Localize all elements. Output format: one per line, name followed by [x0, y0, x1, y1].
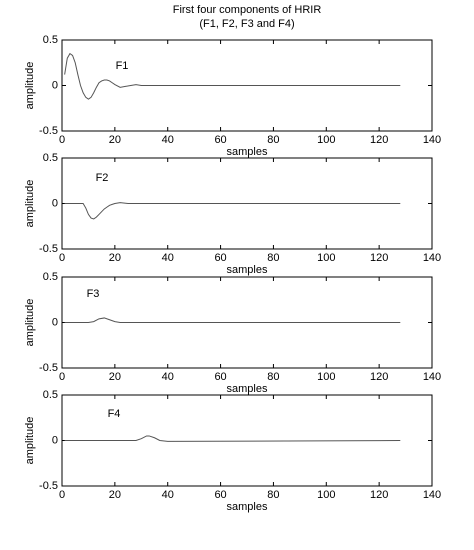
x-axis-label: samples [227, 146, 268, 158]
y-tick-label: 0 [52, 316, 58, 328]
x-tick-label: 80 [267, 371, 279, 383]
data-line [64, 202, 401, 220]
x-tick-label: 100 [317, 134, 335, 146]
x-tick-label: 140 [423, 371, 441, 383]
x-tick-label: 60 [214, 252, 226, 264]
y-tick-label: -0.5 [39, 125, 58, 137]
x-tick-label: 40 [162, 252, 174, 264]
annotation: F1 [116, 60, 129, 72]
x-tick-label: 40 [162, 371, 174, 383]
y-tick-label: 0 [52, 197, 58, 209]
x-tick-label: 20 [109, 371, 121, 383]
x-axis-label: samples [227, 383, 268, 395]
x-tick-label: 100 [317, 489, 335, 501]
y-tick-label: 0.5 [43, 34, 58, 46]
y-tick-label: 0.5 [43, 271, 58, 283]
y-axis-label: amplitude [24, 417, 36, 465]
x-tick-label: 80 [267, 489, 279, 501]
data-line [64, 317, 401, 323]
x-tick-label: 120 [370, 252, 388, 264]
chart-subtitle: (F1, F2, F3 and F4) [199, 18, 294, 30]
y-tick-label: -0.5 [39, 243, 58, 255]
x-axis-label: samples [227, 501, 268, 513]
x-tick-label: 0 [59, 371, 65, 383]
annotation: F4 [108, 408, 121, 420]
y-tick-label: -0.5 [39, 480, 58, 492]
x-tick-label: 120 [370, 371, 388, 383]
annotation: F3 [87, 288, 100, 300]
x-tick-label: 120 [370, 134, 388, 146]
x-tick-label: 20 [109, 489, 121, 501]
y-tick-label: 0.5 [43, 152, 58, 164]
x-tick-label: 60 [214, 371, 226, 383]
x-tick-label: 100 [317, 371, 335, 383]
x-tick-label: 80 [267, 134, 279, 146]
data-line [64, 435, 401, 442]
x-tick-label: 20 [109, 252, 121, 264]
x-tick-label: 60 [214, 134, 226, 146]
chart-title: First four components of HRIR [173, 4, 322, 16]
x-tick-label: 120 [370, 489, 388, 501]
x-tick-label: 0 [59, 134, 65, 146]
y-tick-label: 0 [52, 434, 58, 446]
data-line [64, 52, 401, 100]
x-tick-label: 40 [162, 489, 174, 501]
y-axis-label: amplitude [24, 180, 36, 228]
y-tick-label: 0 [52, 79, 58, 91]
x-tick-label: 0 [59, 489, 65, 501]
x-tick-label: 100 [317, 252, 335, 264]
x-tick-label: 20 [109, 134, 121, 146]
x-tick-label: 140 [423, 252, 441, 264]
x-tick-label: 140 [423, 134, 441, 146]
annotation: F2 [96, 172, 109, 184]
y-tick-label: -0.5 [39, 362, 58, 374]
x-tick-label: 40 [162, 134, 174, 146]
y-axis-label: amplitude [24, 62, 36, 110]
x-tick-label: 60 [214, 489, 226, 501]
y-tick-label: 0.5 [43, 389, 58, 401]
x-axis-label: samples [227, 264, 268, 276]
x-tick-label: 80 [267, 252, 279, 264]
y-axis-label: amplitude [24, 299, 36, 347]
x-tick-label: 140 [423, 489, 441, 501]
x-tick-label: 0 [59, 252, 65, 264]
